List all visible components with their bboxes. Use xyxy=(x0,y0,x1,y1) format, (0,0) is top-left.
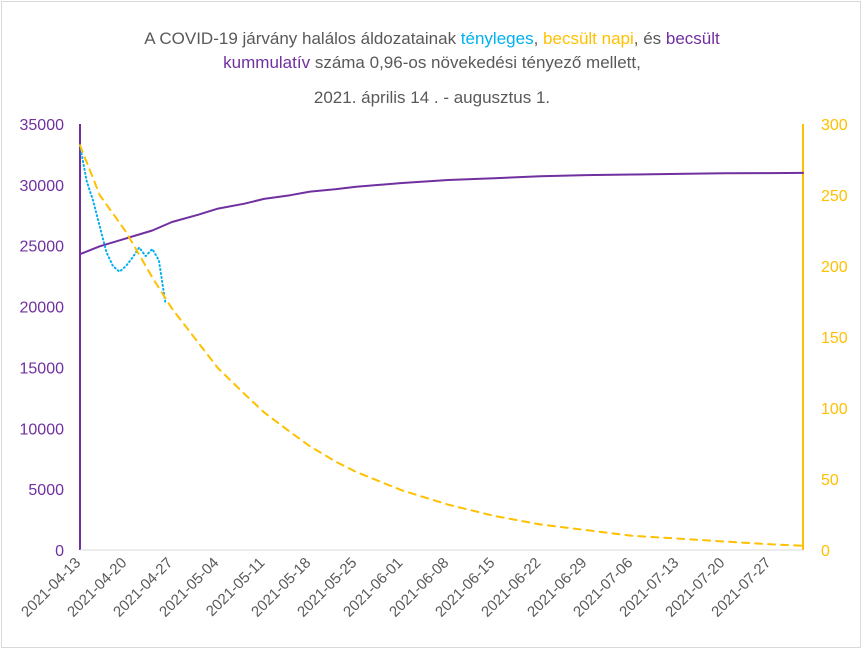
y-left-tick-label: 0 xyxy=(55,543,64,560)
y-right-tick-label: 250 xyxy=(821,188,848,205)
y-left-tick-label: 20000 xyxy=(20,300,65,317)
series-line-cumulative xyxy=(79,171,804,256)
y-left-tick-label: 35000 xyxy=(20,117,65,134)
y-right-tick-label: 50 xyxy=(821,472,839,489)
chart-title-line-1: A COVID-19 járvány halálos áldozatainak … xyxy=(0,28,864,50)
series-line-estimated-daily xyxy=(79,144,804,547)
title-line-1-segment: tényleges xyxy=(460,29,534,48)
y-right-tick-label: 100 xyxy=(821,401,848,418)
y-right-tick-label: 300 xyxy=(821,117,848,134)
title-line-2-segment: száma 0,96-os növekedési tényező mellett… xyxy=(310,53,641,72)
y-left-tick-label: 10000 xyxy=(20,421,65,438)
y-left-tick-label: 15000 xyxy=(20,360,65,377)
y-right-tick-label: 0 xyxy=(821,543,830,560)
chart-title-line-3: 2021. április 14 . - augusztus 1. xyxy=(313,88,551,107)
chart-title-line-2: kummulatív száma 0,96-os növekedési tény… xyxy=(0,52,864,74)
title-line-1-segment: becsült xyxy=(665,29,720,48)
title-line-1-segment: , és xyxy=(633,29,666,48)
title-line-1-segment: A COVID-19 járvány halálos áldozatainak xyxy=(144,29,461,48)
y-left-tick-label: 5000 xyxy=(28,482,64,499)
y-left-tick-label: 25000 xyxy=(20,239,65,256)
y-right-tick-label: 200 xyxy=(821,259,848,276)
y-right-tick-label: 150 xyxy=(821,330,848,347)
title-line-1-segment: becsült napi xyxy=(543,29,634,48)
title-line-2-segment: kummulatív xyxy=(223,53,311,72)
series-line-actual-daily xyxy=(79,144,167,304)
title-line-1-segment: , xyxy=(533,29,544,48)
y-left-tick-label: 30000 xyxy=(20,178,65,195)
